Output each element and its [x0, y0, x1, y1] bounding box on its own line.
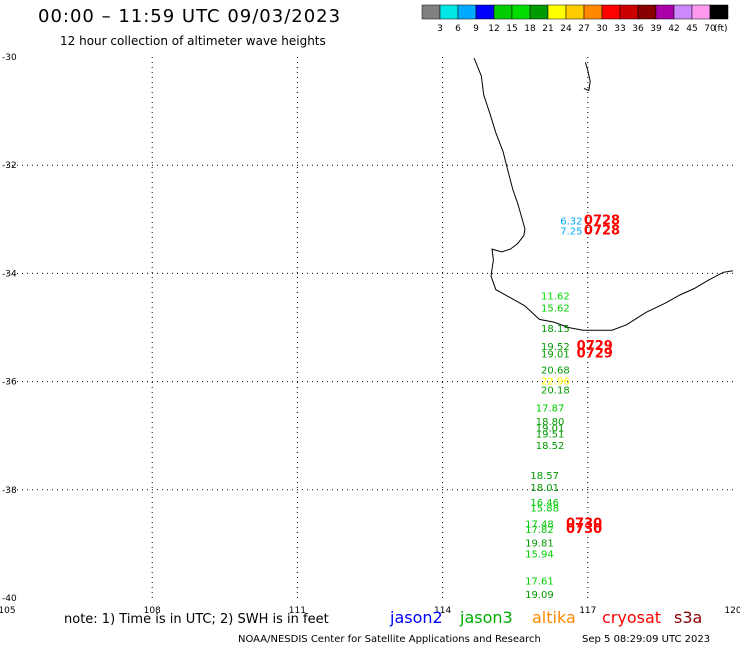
- wave-height-label: 15.88: [530, 503, 559, 514]
- latitude-label: -40: [2, 594, 17, 604]
- wave-height-label: 18.57: [530, 471, 559, 482]
- footer-note: note: 1) Time is in UTC; 2) SWH is in fe…: [64, 612, 329, 627]
- wave-height-label: 19.01: [536, 423, 565, 434]
- coastline-fragment: [583, 62, 591, 92]
- legend-tick-label: 18: [524, 24, 536, 34]
- legend-tick-label: 27: [578, 24, 589, 34]
- longitude-label: 114: [434, 606, 451, 616]
- pass-time-label: 0729: [577, 339, 613, 354]
- legend-tick-label: 42: [668, 24, 679, 34]
- longitude-label: 117: [579, 606, 596, 616]
- legend-tick-label: 36: [632, 24, 644, 34]
- latitude-label: -38: [2, 486, 17, 496]
- wave-height-label: 17.82: [525, 525, 554, 536]
- wave-height-label: 15.62: [541, 303, 570, 314]
- wave-height-label: 20.68: [541, 365, 570, 376]
- wave-height-label: 18.52: [536, 441, 565, 452]
- mission-label-jason3: jason3: [460, 608, 513, 627]
- wave-height-label: 18.01: [530, 483, 559, 494]
- wave-height-label: 18.80: [536, 417, 565, 428]
- wave-height-label: 20.18: [541, 386, 570, 397]
- legend-tick-label: 33: [614, 24, 625, 34]
- longitude-label: 108: [144, 606, 161, 616]
- longitude-label: 120: [724, 606, 740, 616]
- longitude-label: 111: [289, 606, 306, 616]
- color-scale-legend: 3 6 9 12 15 18 21 24 27 30 33 36 39 42 45 70(ft): [421, 4, 729, 34]
- pass-time-label: 0728: [584, 223, 620, 238]
- wave-height-label: 19.09: [525, 590, 554, 601]
- legend-tick-label: 45: [686, 24, 697, 34]
- pass-time-label: 0730: [566, 522, 602, 537]
- legend-tick-label: 30: [596, 24, 608, 34]
- legend-swatch: [709, 4, 729, 20]
- wave-height-label: 18.15: [541, 324, 570, 335]
- wave-height-label: 7.25: [560, 226, 582, 237]
- australia-coastline: [473, 57, 734, 331]
- legend-tick-label: 12: [488, 24, 499, 34]
- wave-height-label: 19.51: [536, 429, 565, 440]
- pass-time-label: 0728: [584, 214, 620, 229]
- legend-tick-label: 21: [542, 24, 553, 34]
- footer-timestamp: Sep 5 08:29:09 UTC 2023: [582, 634, 711, 645]
- pass-time-label: 0729: [577, 346, 613, 361]
- legend-unit-label: (ft): [714, 24, 728, 34]
- longitude-label: 105: [0, 606, 16, 616]
- legend-tick-label: 3: [437, 24, 443, 34]
- legend-tick-label: 9: [473, 24, 479, 34]
- legend-tick-label: 70: [704, 24, 716, 34]
- latitude-label: -34: [2, 269, 17, 279]
- legend-tick-label: 39: [650, 24, 662, 34]
- legend-tick-label: 6: [455, 24, 461, 34]
- wave-height-label: 17.87: [536, 403, 565, 414]
- wave-height-label: 22.96: [541, 376, 570, 387]
- wave-height-label: 11.62: [541, 291, 570, 302]
- wave-height-label: 17.48: [525, 520, 554, 531]
- wave-height-label: 17.61: [525, 576, 554, 587]
- wave-height-label: 6.32: [560, 217, 582, 228]
- wave-height-label: 16.46: [530, 498, 559, 509]
- latitude-label: -32: [2, 161, 17, 171]
- mission-label-cryosat: cryosat: [602, 608, 662, 627]
- mission-label-altika: altika: [532, 608, 576, 627]
- footer-credit: NOAA/NESDIS Center for Satellite Applica…: [238, 634, 541, 645]
- page-title: 00:00 – 11:59 UTC 09/03/2023: [38, 6, 342, 27]
- legend-tick-label: 24: [560, 24, 572, 34]
- pass-time-label: 0730: [566, 517, 602, 532]
- wave-height-label: 19.81: [525, 539, 554, 550]
- mission-label-s3a: s3a: [674, 608, 703, 627]
- wave-height-label: 15.94: [525, 549, 554, 560]
- latitude-label: -30: [2, 53, 17, 63]
- wave-height-label: 19.52: [541, 342, 570, 353]
- legend-tick-label: 15: [506, 24, 517, 34]
- latitude-label: -36: [2, 378, 17, 388]
- mission-label-jason2: jason2: [390, 608, 443, 627]
- wave-height-label: 19.01: [541, 349, 570, 360]
- page-subtitle: 12 hour collection of altimeter wave hei…: [60, 34, 326, 48]
